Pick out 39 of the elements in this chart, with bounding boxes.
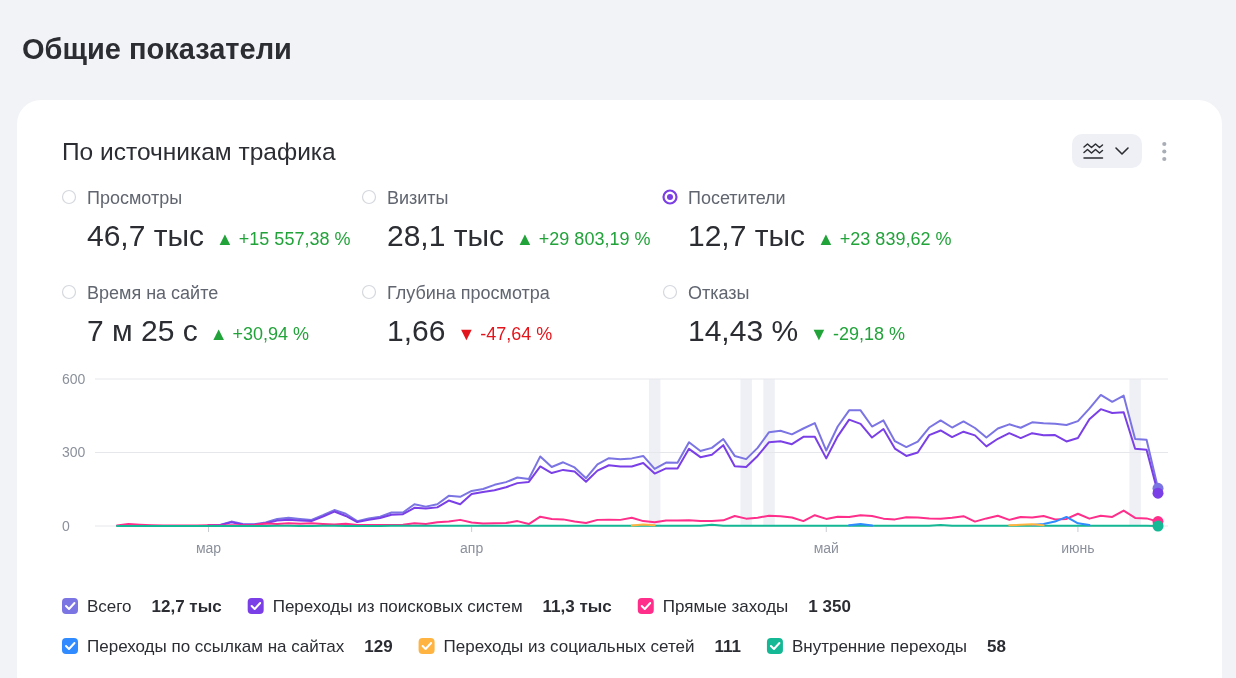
text: 129 xyxy=(364,637,393,656)
y-tick-label: 600 xyxy=(62,370,86,387)
legend-label: Переходы по ссылкам на сайтах xyxy=(87,637,345,656)
text: Глубина просмотра xyxy=(387,283,551,303)
text: 12,7 тыс xyxy=(151,597,222,616)
text: 28,1 тыс xyxy=(387,219,505,252)
y-tick-label: 300 xyxy=(62,444,86,461)
text: Отказы xyxy=(688,283,750,303)
text: 46,7 тыс xyxy=(87,219,205,252)
text: ▲ +23 839,62 % xyxy=(817,229,952,249)
text: 14,43 % xyxy=(688,314,799,347)
text: Просмотры xyxy=(87,188,183,208)
text: 111 xyxy=(714,637,741,656)
text: ▲ +29 803,19 % xyxy=(516,229,651,249)
text: ▲ +15 557,38 % xyxy=(216,229,351,249)
legend-label: Переходы из социальных сетей xyxy=(443,637,695,656)
x-tick-label: мар xyxy=(195,540,222,556)
legend-label: Прямые заходы xyxy=(662,597,789,616)
text: Общие показатели xyxy=(22,33,292,65)
text: ▼ -47,64 % xyxy=(457,324,553,344)
text: 11,3 тыс xyxy=(542,597,612,616)
text: 12,7 тыс xyxy=(688,219,806,252)
y-tick-label: 0 xyxy=(62,517,70,534)
text: 1 350 xyxy=(808,597,851,616)
x-tick-label: июнь xyxy=(1061,540,1095,556)
legend-label: Всего xyxy=(87,597,132,616)
text: ▲ +30,94 % xyxy=(209,324,310,344)
legend-label: Переходы из поисковых систем xyxy=(272,597,523,616)
text: 58 xyxy=(987,637,1006,656)
text: Посетители xyxy=(688,188,786,208)
text: 1,66 xyxy=(387,314,446,347)
x-tick-label: апр xyxy=(460,540,484,556)
text: Визиты xyxy=(387,188,449,208)
x-tick-label: май xyxy=(813,540,839,556)
text: 7 м 25 с xyxy=(87,314,198,347)
legend-label: Внутренние переходы xyxy=(791,637,968,656)
text: По источникам трафика xyxy=(62,138,337,165)
text: Время на сайте xyxy=(87,283,219,303)
text: ▼ -29,18 % xyxy=(810,324,905,344)
